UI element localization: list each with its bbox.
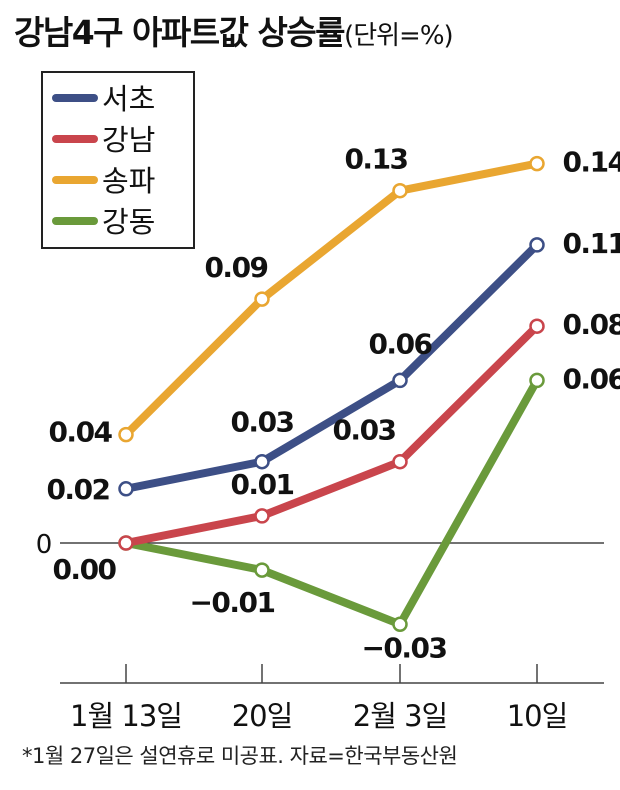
legend-label: 서초	[102, 82, 155, 116]
data-label: 0.11	[562, 227, 620, 260]
data-point	[392, 372, 408, 389]
data-point	[392, 616, 408, 633]
series-line-1	[122, 322, 541, 547]
data-label: 0.01	[230, 468, 293, 501]
data-label: 0.02	[46, 473, 109, 506]
data-point	[392, 182, 408, 199]
zero-tick-label: 0	[36, 530, 53, 560]
x-tick-label: 20일	[232, 699, 293, 733]
data-label: 0.06	[368, 327, 431, 360]
data-point	[392, 453, 408, 470]
axes: 0 1월 13일 20일 2월 3일 10일	[36, 530, 604, 733]
data-label: 0.03	[230, 406, 293, 439]
data-labels: 0.02 0.03 0.06 0.11 0.01 0.03 0.08 0.04 0.09 0.13…	[46, 143, 620, 665]
data-point	[118, 535, 134, 551]
footnote: *1월 27일은 설연휴로 미공표. 자료=한국부동산원	[22, 744, 458, 768]
chart-title: 강남4구 아파트값 상승률(단위=%)	[14, 6, 454, 54]
data-label: 0.09	[204, 251, 267, 284]
legend-label: 강동	[102, 205, 155, 239]
data-point	[529, 237, 545, 253]
data-label: 0.14	[562, 146, 620, 179]
series-line-3	[122, 376, 541, 629]
x-tick-label: 1월 13일	[70, 699, 182, 733]
data-label: 0.04	[48, 416, 112, 449]
data-label: 0.03	[332, 414, 395, 447]
legend-label: 강남	[102, 123, 155, 157]
series-line-0	[122, 240, 541, 493]
data-label: −0.03	[361, 631, 446, 664]
data-label: 0.00	[52, 553, 116, 586]
data-point	[118, 426, 134, 443]
data-point	[254, 453, 270, 470]
data-label: −0.01	[189, 586, 274, 619]
title-text: 강남4구 아파트값 상승률	[14, 13, 346, 52]
data-point	[254, 508, 270, 524]
data-label: 0.13	[344, 143, 407, 176]
data-point	[118, 481, 134, 497]
data-label: 0.08	[562, 308, 620, 341]
series-points	[118, 155, 545, 633]
data-point	[254, 562, 270, 578]
series-lines	[122, 159, 541, 629]
x-tick-label: 10일	[507, 699, 568, 733]
legend-label: 송파	[102, 164, 155, 198]
data-point	[529, 155, 545, 172]
data-point	[254, 291, 270, 307]
data-point	[529, 318, 545, 334]
series-line-2	[122, 159, 541, 439]
data-point	[529, 372, 545, 389]
unit-note: (단위=%)	[344, 21, 454, 51]
x-tick-label: 2월 3일	[353, 699, 447, 733]
data-label: 0.06	[562, 362, 620, 395]
